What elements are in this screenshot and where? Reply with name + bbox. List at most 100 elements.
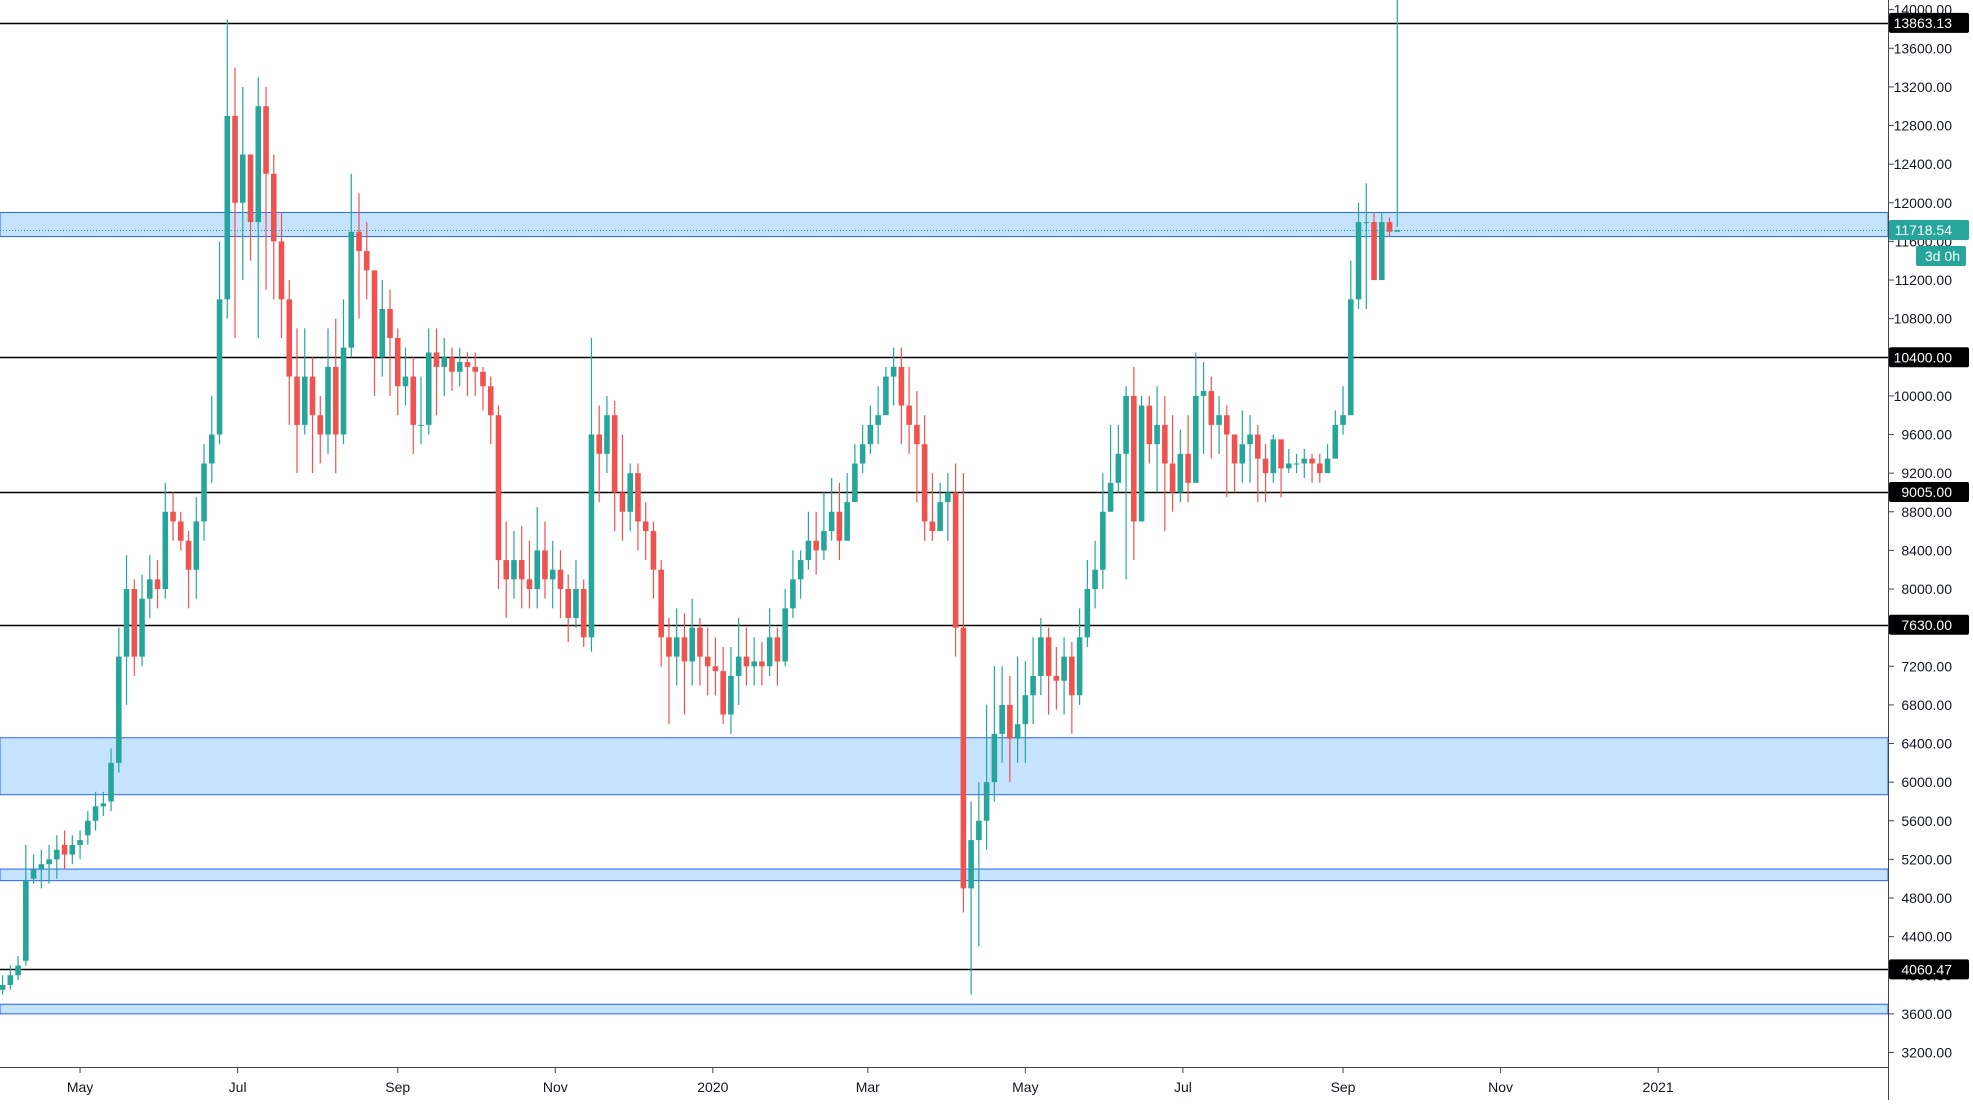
- candle: [0, 975, 6, 995]
- candle: [46, 844, 52, 884]
- candle-body: [929, 521, 936, 532]
- candle: [1301, 449, 1308, 478]
- candle-body: [286, 299, 293, 377]
- price-axis[interactable]: 3200.003600.004000.004400.004800.005200.…: [1888, 0, 1952, 1100]
- candle: [418, 376, 424, 445]
- candle-body: [604, 415, 610, 454]
- candle: [728, 646, 734, 734]
- candle: [77, 830, 83, 860]
- candle: [875, 386, 881, 445]
- candle: [906, 366, 912, 454]
- candle-body: [1014, 724, 1021, 739]
- price-tick-label: 8400.00: [1901, 542, 1952, 558]
- candle: [92, 791, 99, 831]
- candle: [627, 463, 633, 532]
- candle: [1309, 453, 1315, 483]
- candle: [456, 347, 463, 387]
- level-price-tag: 13863.13: [1889, 12, 1969, 33]
- candle: [797, 550, 804, 599]
- candle-body: [216, 299, 223, 435]
- candle-body: [611, 415, 618, 493]
- candle: [54, 835, 60, 879]
- candle-body: [945, 492, 951, 503]
- price-tick-label: 13200.00: [1894, 79, 1953, 95]
- candle: [805, 511, 812, 570]
- candle-body: [1138, 405, 1145, 522]
- candle-body: [852, 463, 858, 503]
- candle: [1123, 386, 1129, 580]
- candle-body: [712, 666, 719, 672]
- candle: [596, 405, 602, 503]
- time-axis[interactable]: May Jul Sep Nov 2020 Mar May Jul Sep Nov 2021: [0, 1067, 1888, 1095]
- level-price-tag-bg: [1889, 614, 1969, 635]
- candle: [828, 477, 835, 541]
- candle-body: [441, 357, 448, 367]
- candle: [635, 463, 641, 551]
- candle: [1069, 642, 1075, 734]
- candle-body: [30, 869, 37, 879]
- candle: [232, 67, 238, 338]
- candle: [309, 357, 316, 474]
- candle: [898, 347, 905, 445]
- candle: [1115, 424, 1122, 493]
- candle-body: [759, 661, 765, 667]
- candle: [1317, 453, 1323, 483]
- price-tick-label: 8800.00: [1901, 504, 1952, 520]
- candle: [1208, 376, 1215, 459]
- candle: [573, 560, 579, 628]
- candle: [503, 521, 510, 618]
- price-tick-label: 6000.00: [1901, 774, 1952, 790]
- candle: [580, 579, 587, 647]
- candle: [255, 77, 262, 338]
- price-tick-label: 6800.00: [1901, 697, 1952, 713]
- level-price-tag: 7630.00: [1889, 614, 1969, 635]
- candle-body: [38, 864, 45, 870]
- candle: [1332, 410, 1339, 459]
- candle: [1084, 560, 1091, 647]
- candle-body: [147, 579, 153, 599]
- candle: [1255, 424, 1261, 503]
- candle: [1038, 617, 1044, 696]
- candle: [557, 550, 564, 618]
- candle-body: [348, 231, 355, 348]
- candle: [1394, 0, 1401, 232]
- candle: [611, 400, 618, 532]
- candle: [511, 531, 517, 599]
- candle-body: [1045, 637, 1052, 676]
- candle: [100, 791, 107, 816]
- candle-body: [573, 589, 579, 618]
- candle-body: [394, 337, 401, 387]
- candle-body: [906, 405, 912, 425]
- candle: [844, 473, 850, 541]
- level-price-tag: 9005.00: [1889, 481, 1969, 502]
- candle: [1131, 366, 1137, 561]
- candle: [774, 627, 781, 686]
- candle: [836, 482, 843, 561]
- candle-body: [487, 386, 494, 416]
- candle: [23, 844, 29, 966]
- candle: [1162, 395, 1168, 532]
- candle: [673, 608, 680, 686]
- candle-body: [867, 424, 874, 445]
- candle: [278, 212, 285, 338]
- candle: [433, 328, 440, 416]
- candle-body: [480, 371, 486, 387]
- candle-body: [1007, 704, 1013, 739]
- level-price-tag-bg: [1889, 12, 1969, 33]
- candle: [61, 830, 68, 870]
- candle-body: [697, 627, 703, 657]
- candle-body: [7, 975, 14, 985]
- candle-body: [1038, 637, 1044, 676]
- candle-body: [976, 820, 982, 841]
- candle-body: [1084, 589, 1091, 638]
- candle: [263, 86, 269, 290]
- time-tick-label: Nov: [543, 1079, 568, 1095]
- time-tick-label: Sep: [1331, 1079, 1356, 1095]
- candle: [201, 444, 207, 541]
- candle-body: [1061, 656, 1067, 681]
- candle: [1231, 434, 1238, 493]
- candle-body: [1092, 569, 1098, 590]
- candle-body: [1030, 675, 1036, 696]
- price-tick-label: 8000.00: [1901, 581, 1952, 597]
